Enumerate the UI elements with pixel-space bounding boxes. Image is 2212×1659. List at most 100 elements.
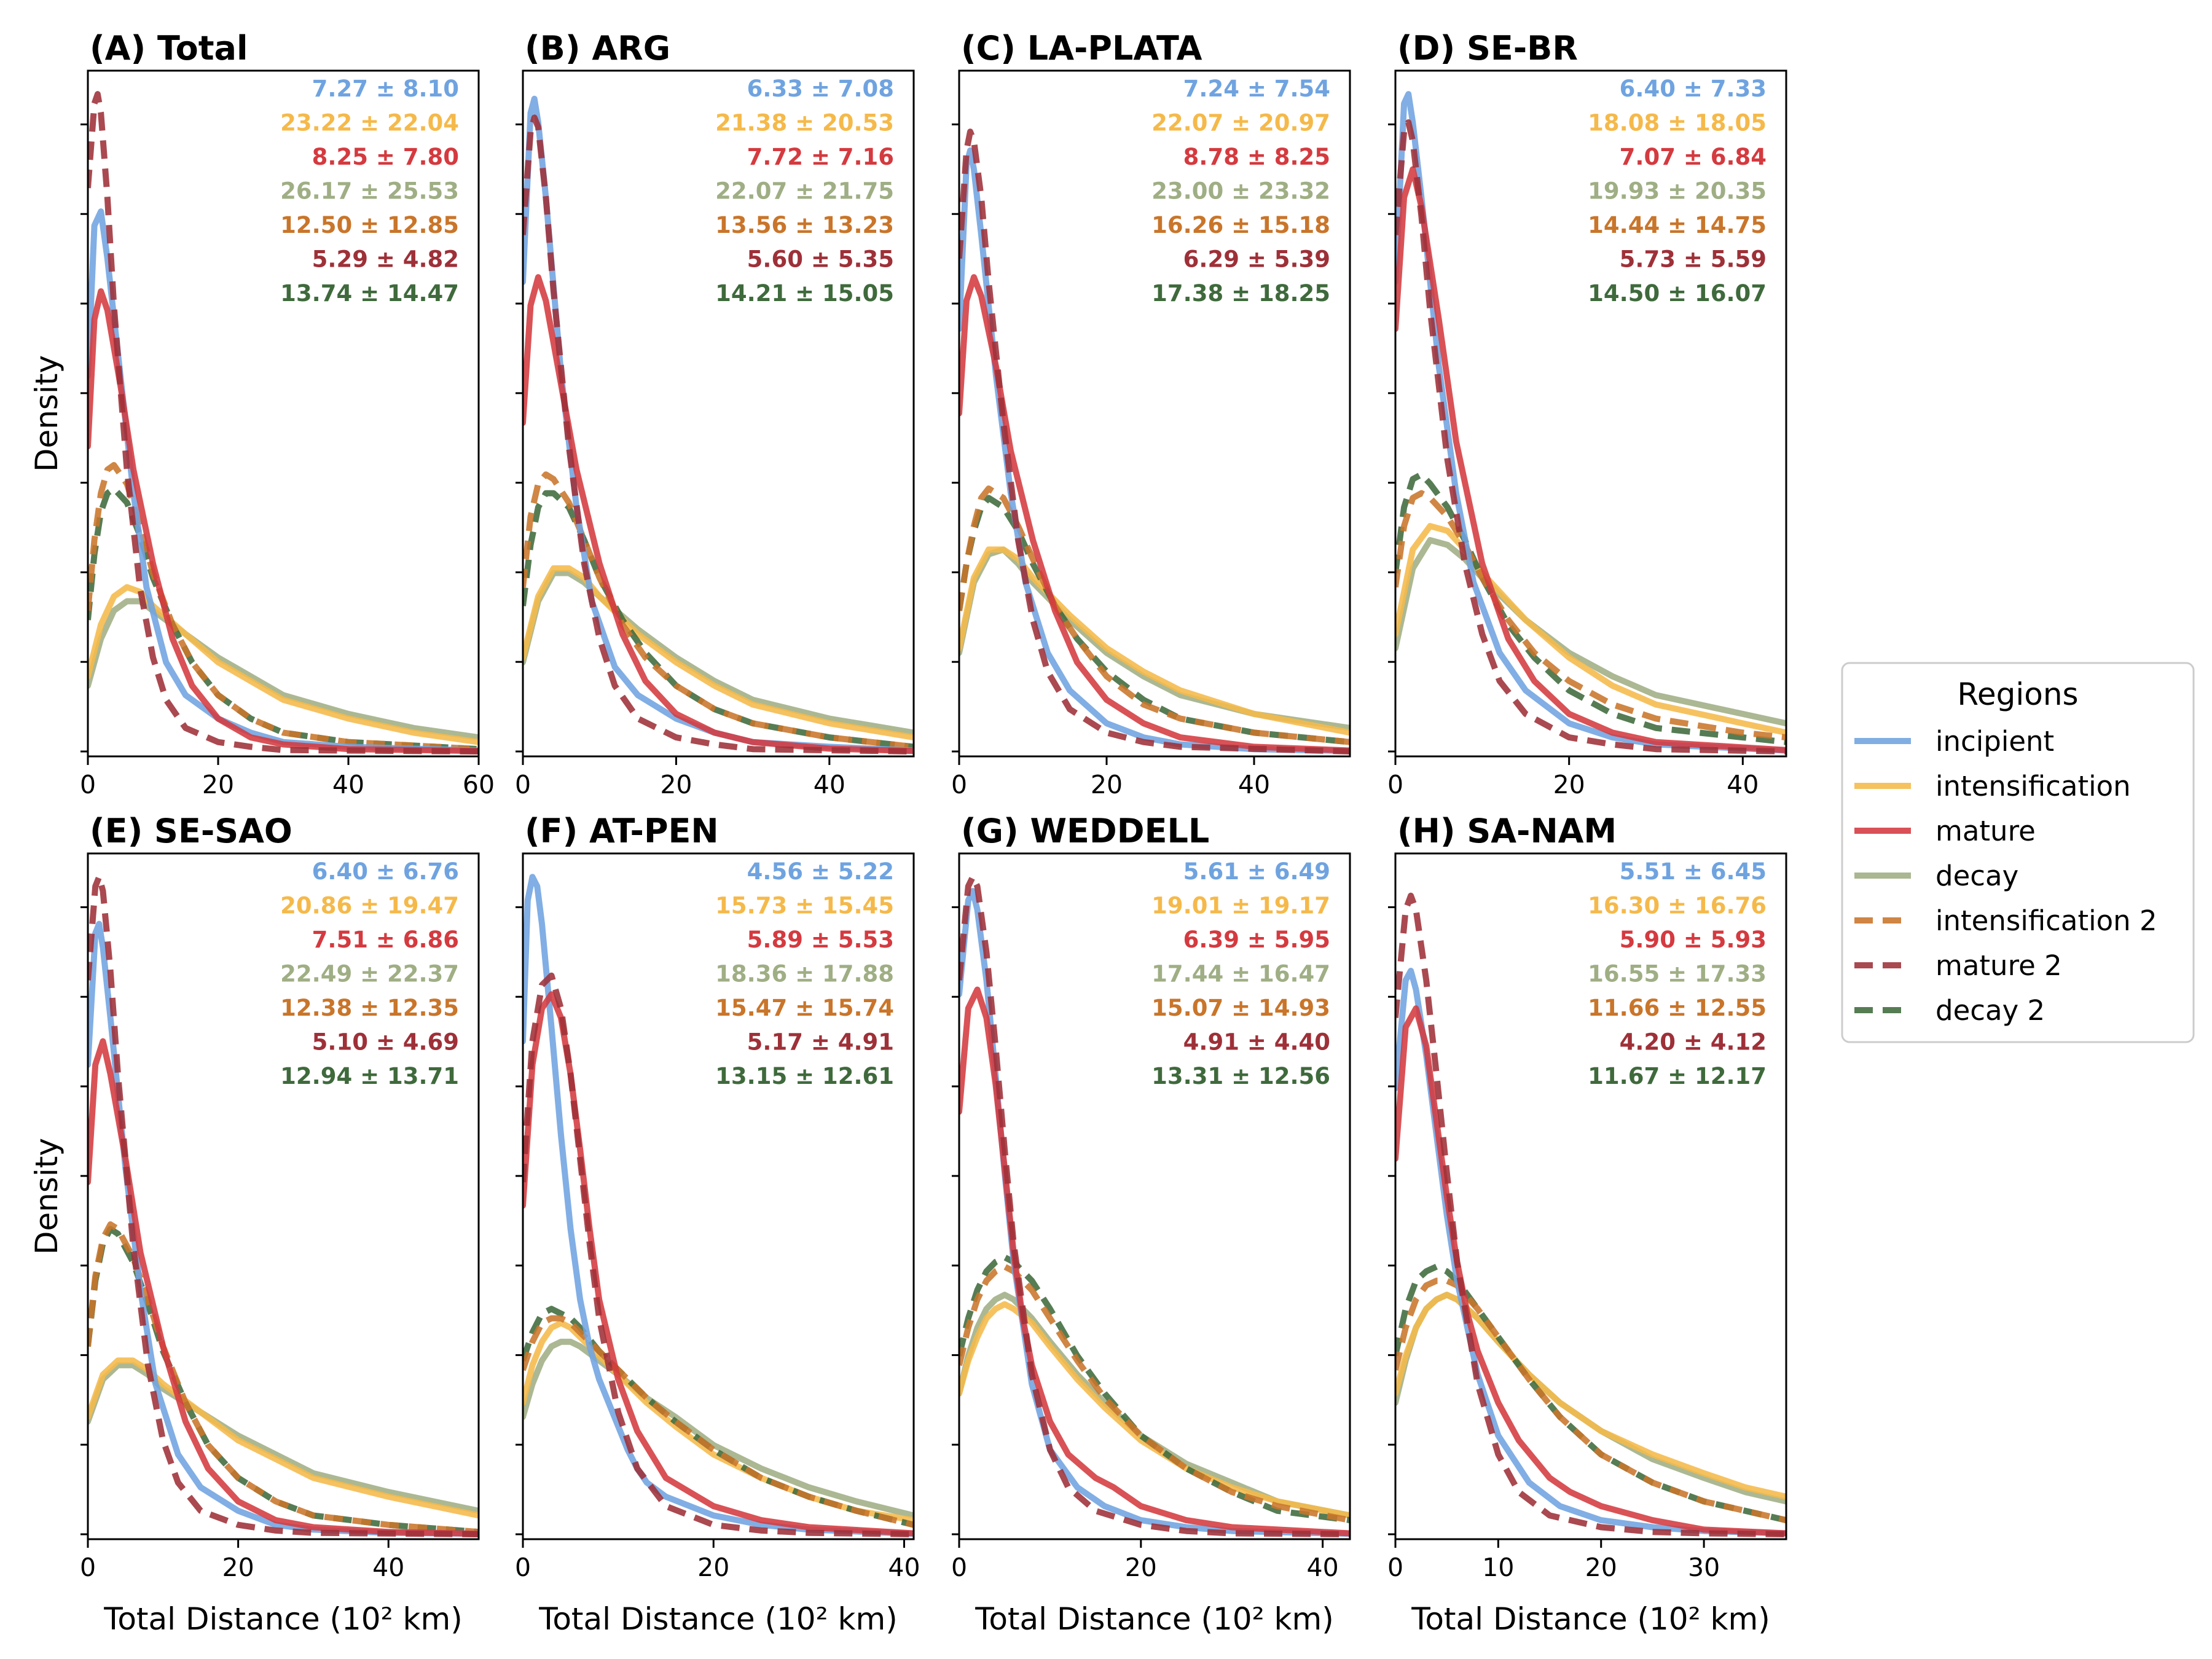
stat-label: 14.44 ± 14.75: [1588, 212, 1767, 238]
series-line-intensification-2: [959, 1263, 1350, 1524]
series-line-mature-2: [1395, 119, 1786, 755]
legend-entry-label: incipient: [1936, 725, 2054, 758]
axes-frame: [958, 852, 1351, 1540]
stat-label: 23.00 ± 23.32: [1151, 178, 1330, 205]
stat-label: 26.17 ± 25.53: [280, 178, 459, 205]
x-axis-label: Total Distance (10² km): [1411, 1601, 1770, 1637]
stat-label: 6.39 ± 5.95: [1183, 927, 1330, 953]
x-tick-label: 0: [1387, 770, 1403, 799]
stat-label: 4.91 ± 4.40: [1183, 1029, 1330, 1056]
stat-label: 5.89 ± 5.53: [747, 927, 894, 953]
axes-frame: [87, 852, 480, 1540]
axes-frame: [522, 852, 915, 1540]
stat-label: 7.07 ± 6.84: [1620, 144, 1767, 170]
stat-label: 16.30 ± 16.76: [1588, 893, 1767, 919]
x-tick-label: 20: [1553, 770, 1585, 799]
stat-label: 22.07 ± 21.75: [715, 178, 894, 205]
stat-label: 22.07 ± 20.97: [1151, 110, 1330, 136]
stat-label: 7.27 ± 8.10: [312, 76, 459, 102]
legend-entry-label: mature: [1936, 815, 2036, 847]
series-line-mature: [1395, 166, 1786, 753]
stat-label: 18.36 ± 17.88: [715, 961, 894, 987]
series-group: [88, 874, 479, 1537]
stat-label: 13.15 ± 12.61: [715, 1063, 894, 1089]
x-tick-label: 0: [1387, 1553, 1403, 1582]
x-tick-label: 20: [202, 770, 234, 799]
axes-frame: [522, 69, 915, 758]
axes-frame: [958, 69, 1351, 758]
legend-entry-label: intensification: [1936, 770, 2131, 802]
stat-label: 18.08 ± 18.05: [1588, 110, 1767, 136]
series-line-intensification: [1395, 1292, 1786, 1500]
series-line-intensification-2: [523, 1315, 914, 1528]
stat-label: 7.72 ± 7.16: [747, 144, 894, 170]
series-line-intensification: [88, 584, 479, 745]
stat-label: 13.74 ± 14.47: [280, 280, 459, 307]
series-line-mature-2: [959, 128, 1350, 755]
y-axis-label: Density: [29, 1138, 65, 1255]
series-line-intensification-2: [523, 471, 914, 750]
stat-label: 4.20 ± 4.12: [1620, 1029, 1767, 1056]
stat-label: 17.38 ± 18.25: [1151, 280, 1330, 307]
stat-label: 13.56 ± 13.23: [715, 212, 894, 238]
stat-label: 5.51 ± 6.45: [1620, 858, 1767, 885]
stat-label: 14.50 ± 16.07: [1588, 280, 1767, 307]
stat-label: 15.07 ± 14.93: [1151, 995, 1330, 1021]
axes-frame: [87, 69, 480, 758]
stat-label: 16.55 ± 17.33: [1588, 961, 1767, 987]
series-line-intensification: [1395, 523, 1786, 736]
panel-title: (C) LA-PLATA: [961, 29, 1202, 68]
panels: 0 20 40 60 (A) Total 7.27 ± 8.10 23.22 ± 22.04…: [29, 29, 1787, 1637]
series-group: [88, 91, 479, 755]
panel-title: (E) SE-SAO: [90, 812, 292, 850]
series-line-mature-2: [1395, 892, 1786, 1537]
legend-entry-label: intensification 2: [1936, 904, 2157, 937]
series-line-mature: [959, 274, 1350, 754]
stat-label: 6.29 ± 5.39: [1183, 246, 1330, 273]
series-group: [1395, 91, 1786, 755]
legend: Regions incipient intensification mature dec…: [1841, 662, 2195, 1043]
legend-entry-label: decay 2: [1936, 994, 2045, 1027]
x-tick-label: 0: [80, 770, 96, 799]
stat-label: 8.78 ± 8.25: [1183, 144, 1330, 170]
panel-1: 0 20 40 (B) ARG 6.33 ± 7.08 21.38 ± 20.53 7.72…: [515, 29, 915, 799]
panel-2: 0 20 40 (C) LA-PLATA 7.24 ± 7.54 22.07 ± 20.9…: [951, 29, 1351, 799]
legend-entry-label: decay: [1936, 860, 2018, 892]
x-tick-label: 60: [463, 770, 495, 799]
series-line-mature-2: [88, 91, 479, 755]
legend-box: [1841, 662, 2195, 1043]
series-line-mature: [88, 1038, 479, 1537]
series-line-mature-2: [523, 972, 914, 1537]
stat-label: 11.66 ± 12.55: [1588, 995, 1767, 1021]
series-line-mature: [1395, 1005, 1786, 1537]
x-tick-label: 40: [814, 770, 845, 799]
panel-title: (G) WEDDELL: [961, 812, 1209, 850]
panel-title: (D) SE-BR: [1397, 29, 1578, 68]
series-group: [523, 95, 914, 755]
panel-title: (H) SA-NAM: [1397, 812, 1617, 850]
x-tick-label: 20: [1125, 1553, 1157, 1582]
x-tick-label: 0: [951, 1553, 967, 1582]
series-group: [959, 874, 1350, 1537]
stat-label: 21.38 ± 20.53: [715, 110, 894, 136]
x-tick-label: 10: [1482, 1553, 1514, 1582]
x-tick-label: 0: [515, 770, 531, 799]
x-tick-label: 20: [1091, 770, 1123, 799]
stat-label: 5.73 ± 5.59: [1620, 246, 1767, 273]
series-line-mature-2: [523, 114, 914, 755]
series-line-intensification-2: [959, 485, 1350, 745]
panel-title: (B) ARG: [525, 29, 670, 68]
x-tick-label: 40: [1238, 770, 1270, 799]
stat-label: 15.47 ± 15.74: [715, 995, 894, 1021]
series-line-incipient: [523, 874, 914, 1537]
stat-label: 19.01 ± 19.17: [1151, 893, 1330, 919]
x-tick-label: 0: [951, 770, 967, 799]
series-line-incipient: [1395, 91, 1786, 754]
x-axis-label: Total Distance (10² km): [975, 1601, 1333, 1637]
stat-label: 20.86 ± 19.47: [280, 893, 459, 919]
stat-label: 5.90 ± 5.93: [1620, 927, 1767, 953]
series-line-incipient: [1395, 968, 1786, 1537]
x-tick-label: 0: [515, 1553, 531, 1582]
